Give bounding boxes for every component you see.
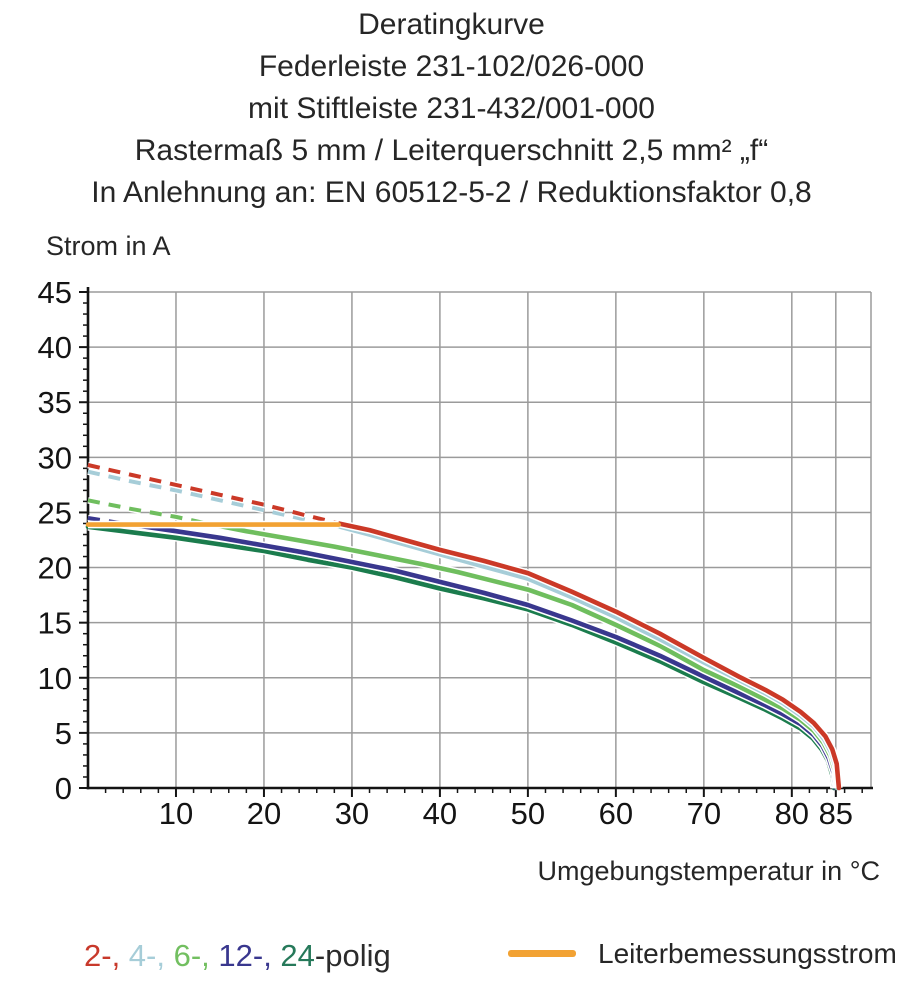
legend-pole-counts: 2-, 4-, 6-, 12-, 24-polig [84,938,391,974]
y-tick-label-45: 45 [38,275,72,310]
y-tick-label-5: 5 [55,716,72,751]
legend-pole-segment: 6-, [164,938,210,973]
y-tick-label-25: 25 [38,495,72,530]
y-tick-label-40: 40 [38,330,72,365]
x-tick-label-40: 40 [423,796,457,831]
x-tick-label-80: 80 [775,796,809,831]
y-tick-label-30: 30 [38,440,72,475]
y-tick-label-35: 35 [38,385,72,420]
x-tick-label-85: 85 [819,796,853,831]
x-tick-label-10: 10 [159,796,193,831]
series-6-polig-dashed [87,498,208,526]
legend-pole-segment: 12-, [209,938,272,973]
series-2-polig-dashed [87,463,340,526]
series-4-polig-dashed [87,469,333,527]
legend-pole-segment: 24 [271,938,315,973]
title-line-2: Federleiste 231-102/026-000 [258,50,645,83]
series-24-polig-casing [87,523,838,789]
title-line-4: Rastermaß 5 mm / Leiterquerschnitt 2,5 m… [134,134,769,167]
title-line-5: In Anlehnung an: EN 60512-5-2 / Reduktio… [91,176,812,209]
legend-rated-current: Leiterbemessungsstrom [508,938,897,970]
legend-pole-segment: 4-, [120,938,165,973]
series-6-polig-solid [204,521,839,791]
legend-pole-segment: 2-, [84,938,121,973]
rated-current-label: Leiterbemessungsstrom [598,938,897,969]
rated-current-line-swatch [508,950,576,957]
series-6-polig-casing [206,519,841,789]
series-24-polig-solid [85,524,837,791]
y-tick-label-15: 15 [38,606,72,641]
x-tick-label-50: 50 [511,796,545,831]
legend-pole-segment: -polig [314,938,391,973]
y-tick-label-20: 20 [38,551,72,586]
y-axis-title: Strom in A [46,231,171,261]
title-line-3: mit Stiftleiste 231-432/001-000 [248,92,655,125]
x-tick-label-20: 20 [247,796,281,831]
x-tick-label-60: 60 [599,796,633,831]
x-axis-title: Umgebungstemperatur in °C [537,856,880,886]
x-tick-label-70: 70 [687,796,721,831]
y-tick-label-0: 0 [55,771,72,806]
series-2-polig-solid [336,521,842,791]
chart-title-block: Deratingkurve Federleiste 231-102/026-00… [0,4,903,214]
y-tick-label-10: 10 [38,661,72,696]
title-line-1: Deratingkurve [358,8,545,41]
x-tick-label-30: 30 [335,796,369,831]
